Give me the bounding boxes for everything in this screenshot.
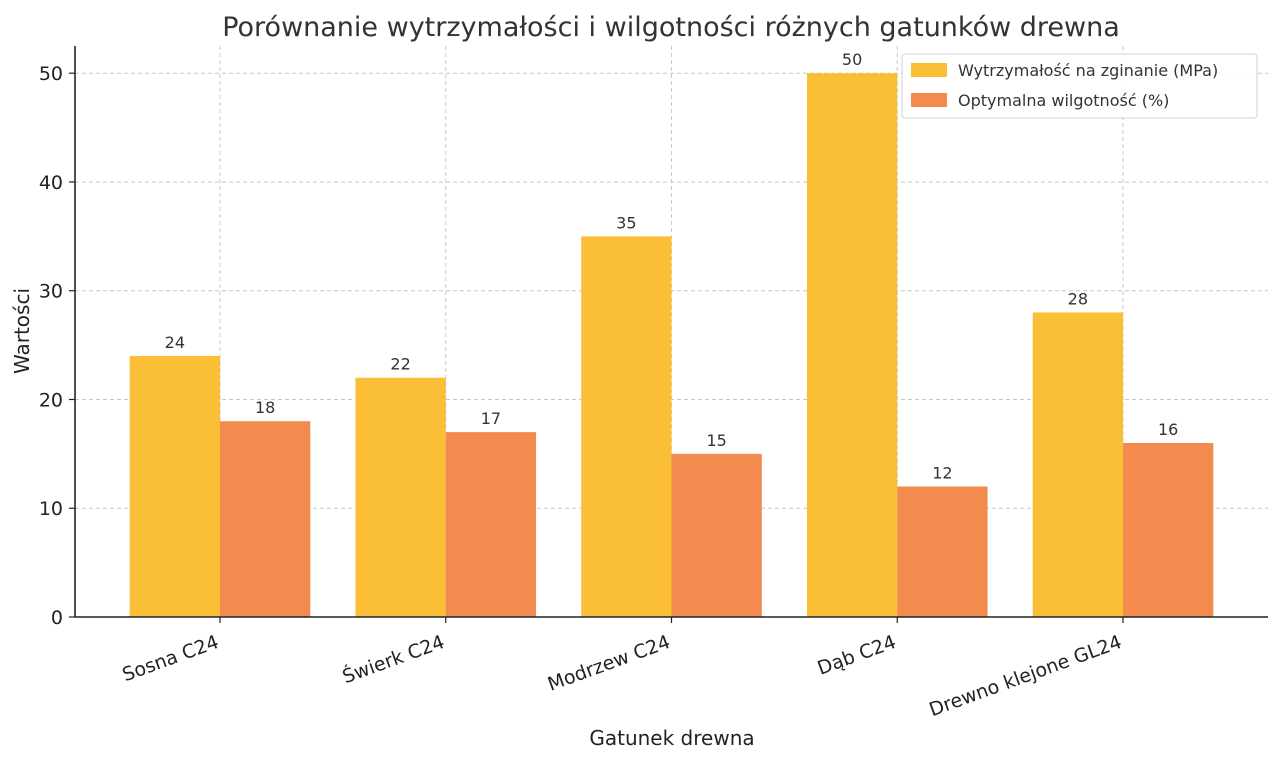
y-tick-label-50: 50 [39, 63, 63, 85]
data-label-moisture-sosna-c24: 18 [255, 398, 275, 417]
y-tick-label-30: 30 [39, 281, 63, 303]
legend: Wytrzymałość na zginanie (MPa) Optymalna… [901, 53, 1258, 119]
x-tick-label-drewno-klejone-gl24: Drewno klejone GL24 [926, 631, 1124, 721]
data-label-strength-swierk-c24: 22 [390, 355, 410, 374]
chart-title: Porównanie wytrzymałości i wilgotności r… [222, 12, 1120, 43]
bar-moisture-dab-c24 [897, 486, 988, 617]
bar-moisture-swierk-c24 [445, 432, 537, 617]
x-tick-label-sosna-c24: Sosna C24 [119, 631, 221, 686]
y-tick-label-20: 20 [39, 389, 63, 411]
y-axis-title: Wartości [10, 288, 34, 374]
bar-moisture-modrzew-c24 [671, 453, 762, 617]
bar-strength-swierk-c24 [355, 377, 446, 617]
bar-strength-modrzew-c24 [581, 236, 672, 618]
bar-moisture-sosna-c24 [220, 421, 311, 617]
legend-swatch-moisture [911, 93, 947, 107]
data-label-moisture-swierk-c24: 17 [481, 409, 501, 428]
bar-strength-drewno-klejone-gl24 [1032, 312, 1123, 617]
data-label-moisture-modrzew-c24: 15 [706, 431, 726, 450]
x-tick-label-swierk-c24: Świerk C24 [339, 629, 448, 688]
y-tick-label-40: 40 [39, 172, 63, 194]
data-label-strength-modrzew-c24: 35 [616, 213, 636, 232]
data-label-strength-drewno-klejone-gl24: 28 [1068, 289, 1088, 308]
legend-box [901, 53, 1258, 119]
data-labels: 24 22 35 50 28 18 17 15 12 16 [165, 50, 1179, 482]
legend-label-moisture: Optymalna wilgotność (%) [958, 91, 1169, 110]
bars [129, 73, 1214, 618]
x-tick-label-modrzew-c24: Modrzew C24 [545, 631, 673, 696]
data-label-moisture-drewno-klejone-gl24: 16 [1158, 420, 1178, 439]
data-label-strength-sosna-c24: 24 [165, 333, 185, 352]
legend-label-strength: Wytrzymałość na zginanie (MPa) [958, 61, 1218, 80]
y-tick-label-0: 0 [51, 607, 63, 629]
y-tick-labels: 0 10 20 30 40 50 [39, 63, 75, 629]
x-axis-title: Gatunek drewna [589, 726, 754, 750]
x-tick-label-dab-c24: Dąb C24 [815, 631, 899, 680]
bar-moisture-drewno-klejone-gl24 [1123, 442, 1214, 617]
data-label-moisture-dab-c24: 12 [932, 463, 952, 482]
bar-strength-sosna-c24 [129, 355, 220, 617]
x-tick-labels: Sosna C24 Świerk C24 Modrzew C24 Dąb C24 Dre… [119, 617, 1125, 721]
bar-strength-dab-c24 [806, 73, 898, 617]
legend-swatch-strength [911, 63, 947, 77]
y-tick-label-10: 10 [39, 498, 63, 520]
data-label-strength-dab-c24: 50 [842, 50, 862, 69]
